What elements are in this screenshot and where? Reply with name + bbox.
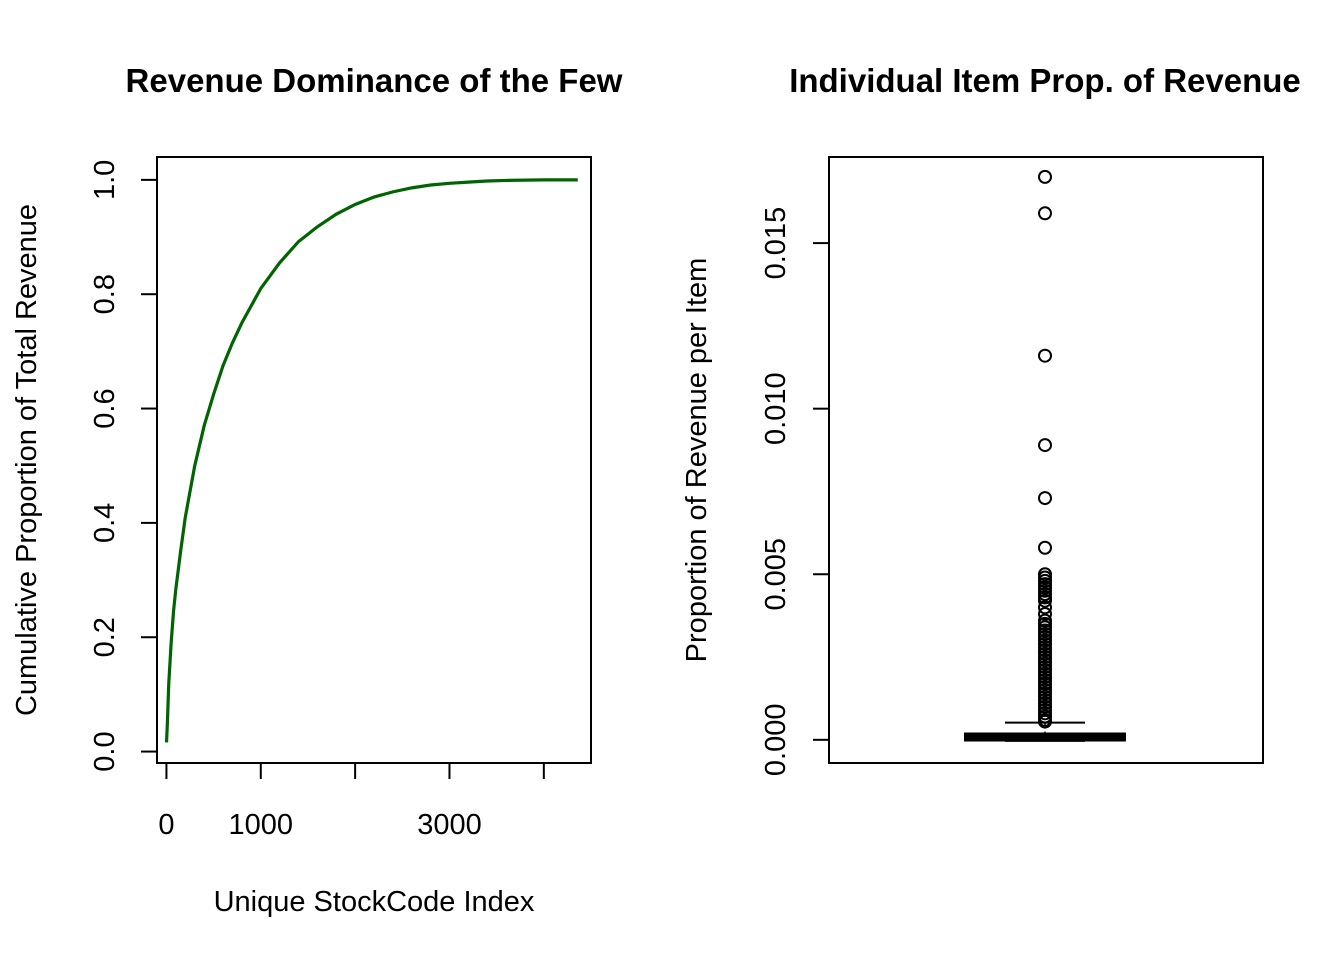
left-y-tick-label: 0.2: [89, 617, 121, 657]
right-y-tick-label: 0.005: [760, 538, 792, 611]
left-x-tick-label: 1000: [229, 809, 294, 841]
left-x-axis-label: Unique StockCode Index: [214, 886, 535, 918]
outlier-point: [1038, 438, 1052, 453]
left-y-axis-label: Cumulative Proportion of Total Revenue: [11, 204, 43, 716]
outlier-point: [1038, 491, 1052, 506]
outlier-point: [1038, 348, 1052, 363]
left-y-axis: 0.0 0.2 0.4 0.6 0.8 1.0: [89, 160, 158, 772]
outlier-point: [1038, 206, 1052, 221]
left-chart-title: Revenue Dominance of the Few: [126, 62, 623, 99]
left-x-axis: 0 1000 3000: [158, 762, 545, 841]
outlier-point: [1038, 540, 1052, 555]
left-y-tick-label: 0.0: [89, 731, 121, 771]
left-y-tick-label: 0.6: [89, 388, 121, 428]
right-y-tick-label: 0.015: [760, 207, 792, 280]
left-y-tick-label: 1.0: [89, 160, 121, 200]
right-chart-title: Individual Item Prop. of Revenue: [789, 62, 1301, 99]
boxplot-outliers: [1038, 169, 1052, 729]
outlier-point: [1038, 169, 1052, 184]
right-y-axis-label: Proportion of Revenue per Item: [681, 258, 713, 663]
outlier-point: [1038, 714, 1052, 729]
item-proportion-panel: Individual Item Prop. of Revenue 0.0000.…: [681, 62, 1301, 776]
left-y-tick-label: 0.4: [89, 503, 121, 543]
left-y-tick-label: 0.8: [89, 274, 121, 314]
right-y-tick-label: 0.000: [760, 704, 792, 777]
outlier-point: [1038, 600, 1052, 615]
cumulative-revenue-panel: Revenue Dominance of the Few 0 1000 3000 0…: [11, 62, 623, 918]
outlier-point: [1038, 593, 1052, 608]
cumulative-revenue-line: [164, 178, 578, 743]
right-y-axis: 0.000 0.005 0.010 0.015: [760, 207, 830, 777]
left-x-tick-label: 3000: [417, 809, 482, 841]
outlier-point: [1038, 606, 1052, 621]
right-y-tick-label: 0.010: [760, 372, 792, 445]
left-x-tick-label: 0: [158, 809, 174, 841]
left-plot-frame: [156, 156, 592, 764]
